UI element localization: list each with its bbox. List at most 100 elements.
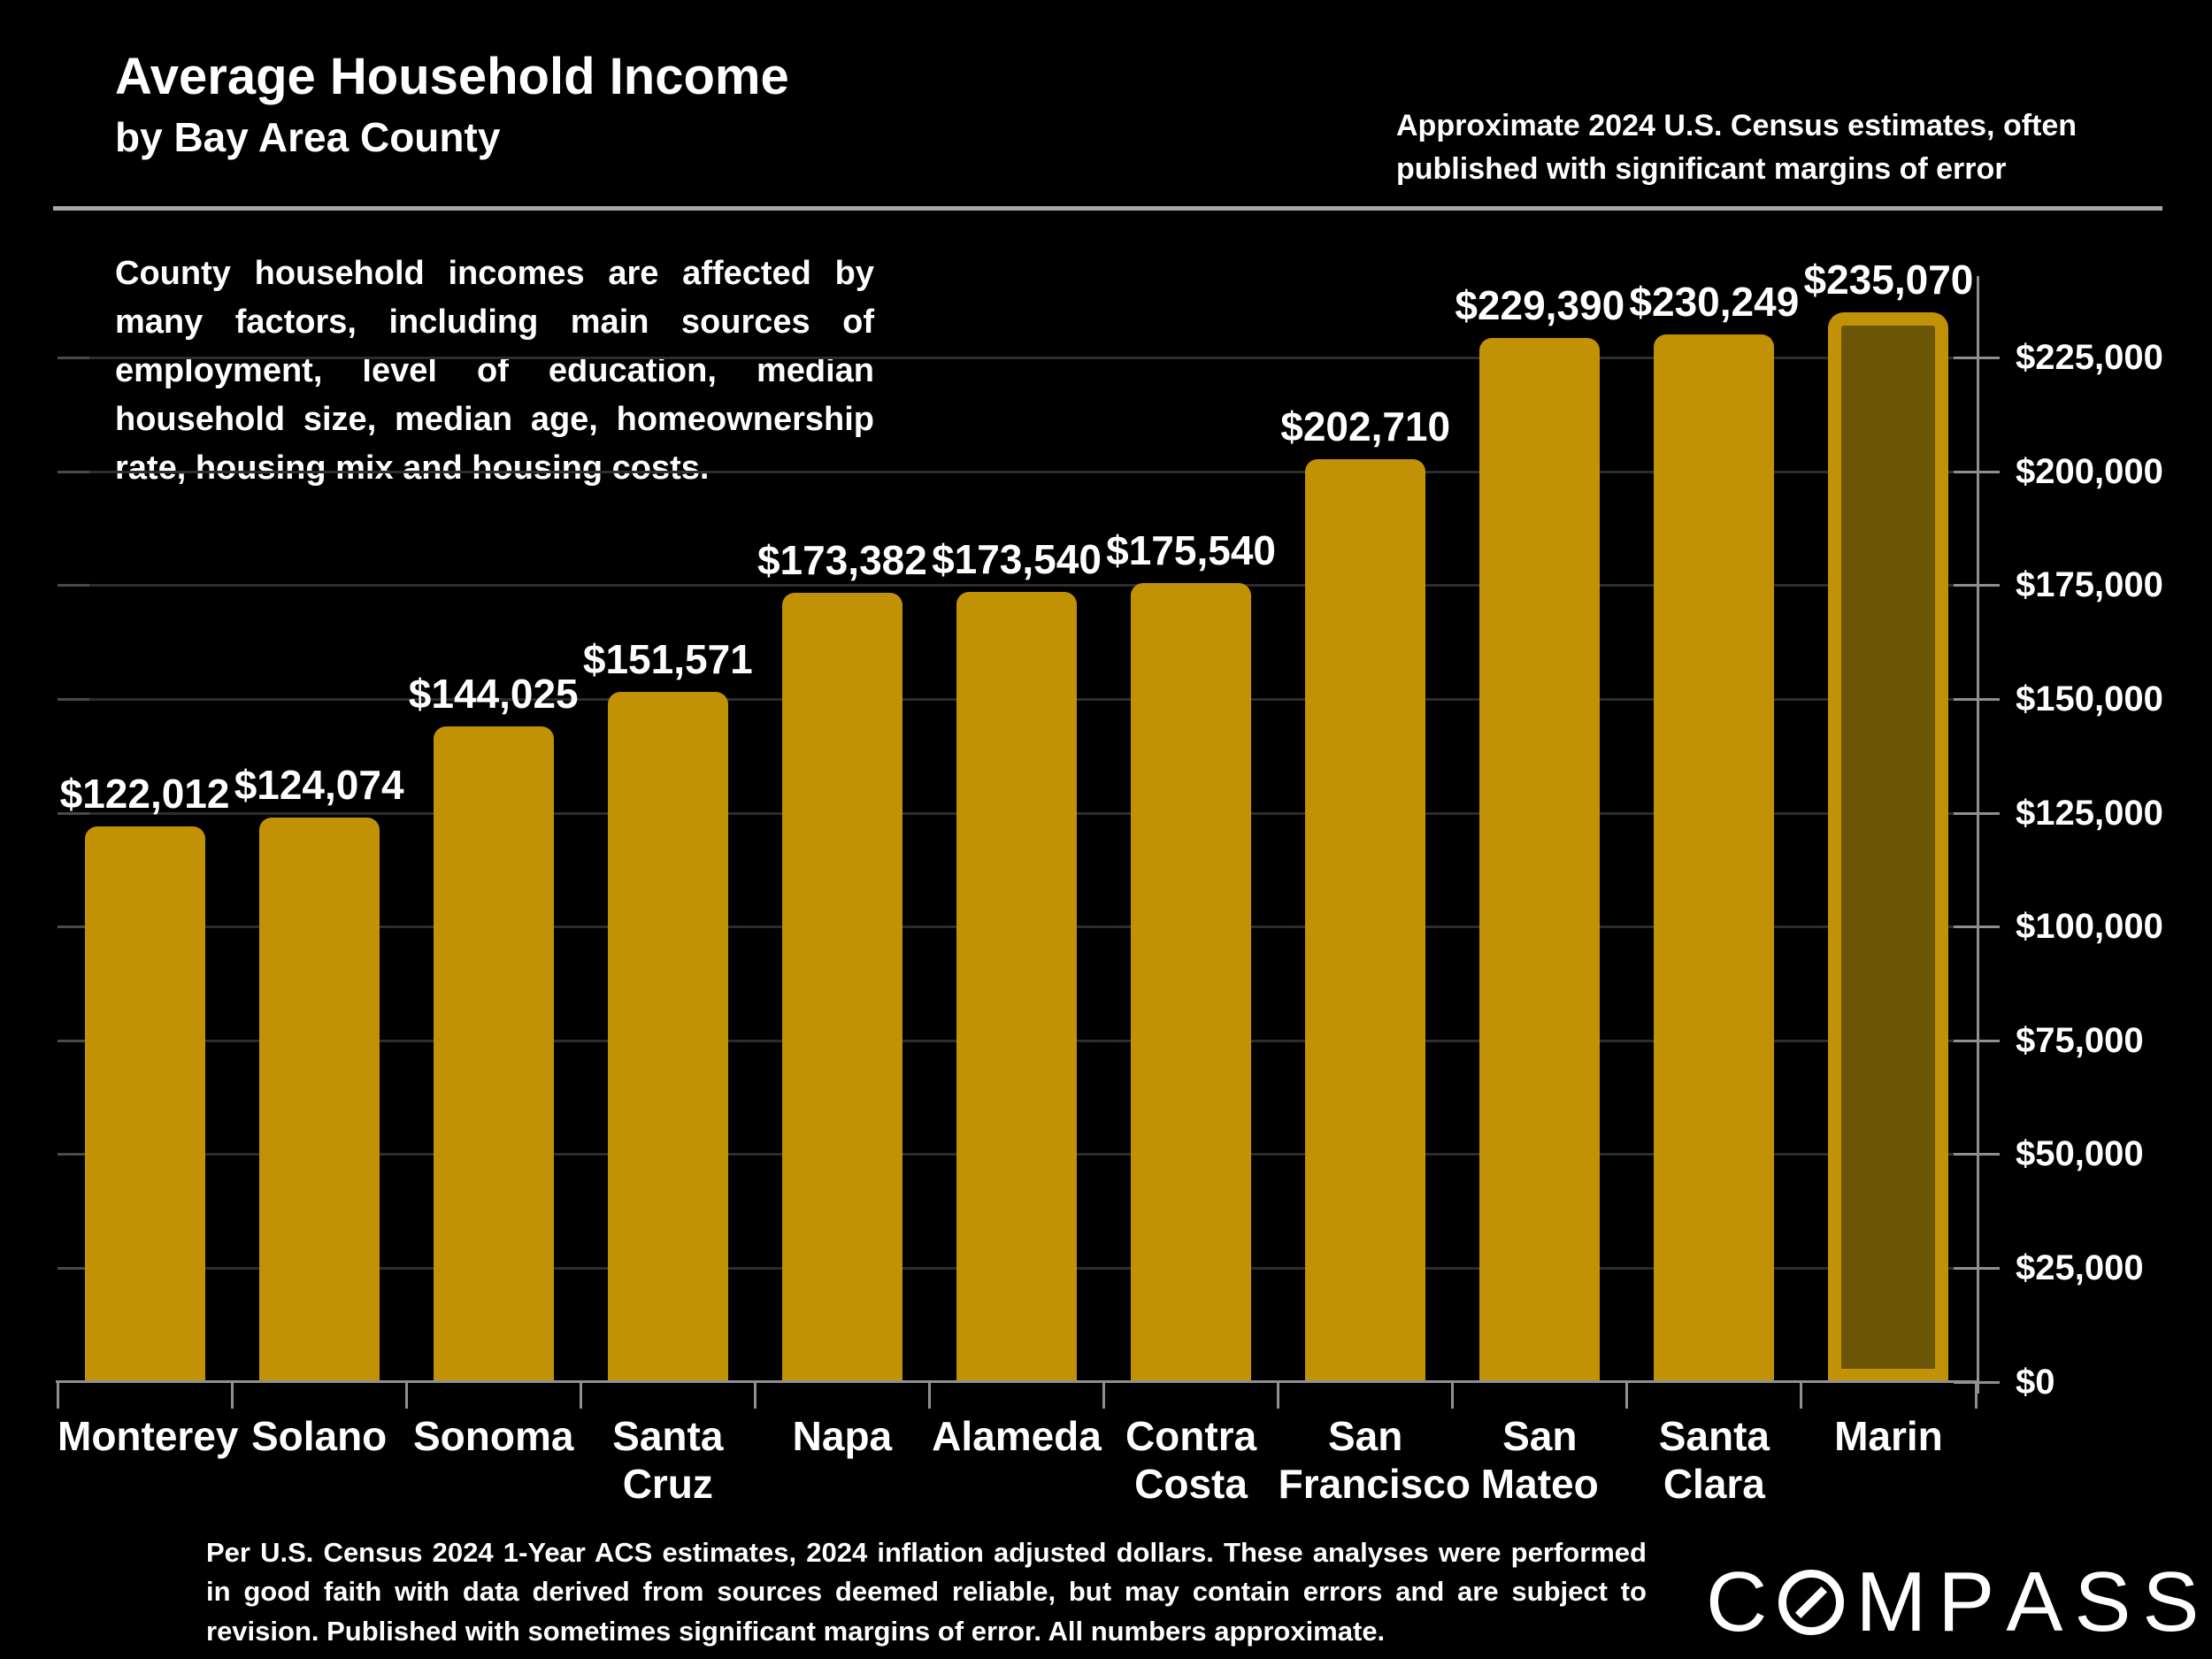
x-axis-label-line: Mateo xyxy=(1480,1461,1599,1507)
x-axis-label: Alameda xyxy=(929,1412,1103,1460)
logo-letter: P xyxy=(1938,1555,1995,1649)
x-axis-label-line: Contra xyxy=(1125,1413,1257,1459)
x-axis-label-line: Santa xyxy=(612,1413,724,1459)
x-axis-label: Solano xyxy=(232,1412,406,1460)
y-axis-tick-label: $100,000 xyxy=(2016,907,2163,947)
bar xyxy=(258,817,380,1382)
x-axis-label-line: San xyxy=(1502,1413,1578,1459)
bar-value-label: $229,390 xyxy=(1455,282,1625,329)
y-axis-tick-label: $225,000 xyxy=(2016,338,2163,378)
x-axis-tick xyxy=(1625,1382,1629,1409)
x-axis-label-line: San xyxy=(1327,1413,1403,1459)
title-block: Average Household Income by Bay Area Cou… xyxy=(115,46,789,162)
needle-icon xyxy=(1795,1586,1828,1619)
page-subtitle: by Bay Area County xyxy=(115,113,501,160)
logo-letter: S xyxy=(2074,1555,2131,1649)
left-axis-tick xyxy=(58,811,89,815)
grid-line xyxy=(58,470,1976,473)
y-axis-tick-label: $175,000 xyxy=(2016,565,2163,605)
logo-letter: S xyxy=(2142,1555,2200,1649)
x-axis-tick xyxy=(579,1382,582,1409)
logo-letter: C xyxy=(1706,1555,1768,1649)
bar-value-label: $202,710 xyxy=(1280,403,1451,450)
x-axis-tick xyxy=(927,1382,931,1409)
x-axis-tick xyxy=(56,1382,59,1409)
x-axis-tick xyxy=(1974,1382,1978,1409)
bar xyxy=(781,593,902,1382)
x-axis-label: Santa Clara xyxy=(1627,1412,1801,1508)
bar-value-label: $124,074 xyxy=(234,761,404,808)
grid-line xyxy=(58,357,1976,360)
y-axis-tick-label: $50,000 xyxy=(2016,1134,2144,1174)
x-axis-label: Monterey xyxy=(58,1412,238,1460)
compass-o-needle-icon xyxy=(1778,1570,1845,1635)
bar xyxy=(433,726,554,1382)
x-axis-label: Contra Costa xyxy=(1104,1412,1279,1508)
bar xyxy=(607,692,728,1382)
x-axis-label: San Francisco xyxy=(1278,1412,1471,1508)
logo-letter: M xyxy=(1855,1555,1927,1649)
left-axis-tick xyxy=(58,584,89,588)
x-axis-tick xyxy=(753,1382,757,1409)
y-axis-tick-label: $75,000 xyxy=(2016,1020,2144,1060)
y-axis-tick-label: $0 xyxy=(2016,1362,2055,1402)
x-axis-tick xyxy=(230,1382,234,1409)
bar xyxy=(1654,334,1775,1382)
left-axis-tick xyxy=(58,1039,89,1042)
bar-value-label: $122,012 xyxy=(59,771,230,818)
y-axis-tick-label: $125,000 xyxy=(2016,793,2163,833)
x-axis-label-line: Francisco xyxy=(1278,1461,1471,1507)
x-axis-tick xyxy=(1102,1382,1106,1409)
x-axis-label: San Mateo xyxy=(1453,1412,1627,1508)
bar-value-label: $144,025 xyxy=(408,671,579,718)
bar-value-label: $173,382 xyxy=(757,537,927,584)
left-axis-tick xyxy=(58,697,89,701)
x-axis-tick xyxy=(404,1382,408,1409)
x-axis-label-line: Cruz xyxy=(622,1461,713,1507)
x-axis-label-line: Costa xyxy=(1134,1461,1248,1507)
y-axis-tick-label: $200,000 xyxy=(2016,451,2163,491)
bar-value-label: $151,571 xyxy=(582,636,753,683)
bar xyxy=(1479,338,1601,1382)
census-note: Approximate 2024 U.S. Census estimates, … xyxy=(1396,104,2131,192)
x-axis-tick xyxy=(1451,1382,1455,1409)
bar xyxy=(84,826,205,1382)
x-axis-line xyxy=(56,1380,1979,1383)
bar-value-label: $230,249 xyxy=(1629,278,1800,325)
x-axis-tick xyxy=(1277,1382,1280,1409)
y-axis-tick-label: $25,000 xyxy=(2016,1248,2144,1287)
grid-line xyxy=(58,584,1976,588)
x-axis-label-line: Alameda xyxy=(932,1413,1102,1459)
left-axis-tick xyxy=(58,926,89,929)
x-axis-label: Marin xyxy=(1801,1412,1976,1460)
y-axis-line xyxy=(1977,276,1979,1394)
left-axis-tick xyxy=(58,1153,89,1156)
bar-value-label: $175,540 xyxy=(1106,527,1277,574)
bar-highlighted xyxy=(1828,311,1949,1382)
x-axis-label: Napa xyxy=(755,1412,929,1460)
x-axis-label: Santa Cruz xyxy=(580,1412,755,1508)
x-axis-label: Sonoma xyxy=(406,1412,580,1460)
header-divider xyxy=(53,206,2162,211)
x-axis-label-line: Marin xyxy=(1834,1413,1943,1459)
left-axis-tick xyxy=(58,357,89,360)
y-axis-tick-label: $150,000 xyxy=(2016,679,2163,718)
x-axis-tick xyxy=(1800,1382,1803,1409)
left-axis-tick xyxy=(58,470,89,473)
x-axis-label-line: Napa xyxy=(792,1413,893,1459)
logo-letter: A xyxy=(2006,1555,2063,1649)
chart-description: County household incomes are affected by… xyxy=(115,255,874,488)
bar xyxy=(1131,583,1252,1382)
x-axis-label-line: Santa xyxy=(1658,1413,1770,1459)
disclaimer-text: Per U.S. Census 2024 1-Year ACS estimate… xyxy=(206,1537,1647,1647)
x-axis-label-line: Solano xyxy=(250,1413,388,1459)
page-title: Average Household Income xyxy=(115,48,789,105)
bar-value-label: $173,540 xyxy=(932,536,1102,583)
left-axis-tick xyxy=(58,1266,89,1270)
bar-value-label: $235,070 xyxy=(1803,256,1974,303)
bar xyxy=(1305,459,1426,1382)
x-axis-label-line: Sonoma xyxy=(412,1413,574,1459)
